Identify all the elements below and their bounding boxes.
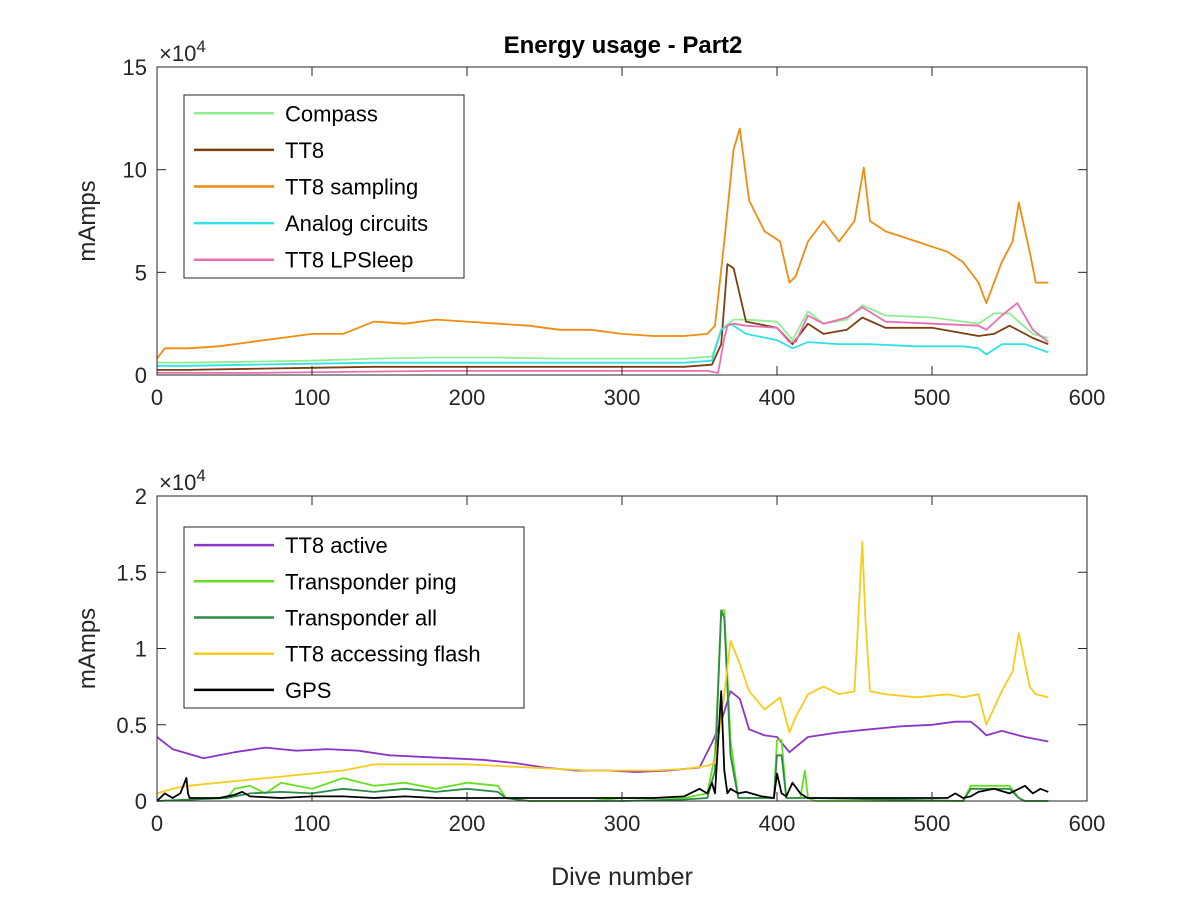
- legend: Compass TT8 TT8 sampling Analog circuits TT8…: [183, 94, 465, 279]
- legend-entry: TT8 LPSleep: [285, 248, 413, 273]
- y-axis-label: mAmps: [74, 180, 101, 261]
- x-axis-label: Dive number: [551, 863, 693, 891]
- y-tick-label: 1: [135, 637, 147, 662]
- y-tick-label: 5: [135, 260, 147, 285]
- series-line-tt8: [157, 263, 1049, 371]
- x-tick-label: 200: [449, 811, 486, 836]
- x-tick-label: 300: [604, 811, 641, 836]
- y-axis-multiplier: ×104: [159, 37, 206, 66]
- y-axis-multiplier: ×104: [159, 466, 206, 495]
- x-tick-label: 100: [294, 385, 331, 410]
- x-tick-label: 300: [604, 385, 641, 410]
- top-panel: 0 100 200 300 400 500 600 0 5 10 15 ×104 mAmps Compas…: [74, 37, 1105, 410]
- legend-entry: GPS: [285, 678, 331, 703]
- x-tick-label: 400: [759, 385, 796, 410]
- series-line-gps: [156, 690, 1049, 802]
- x-tick-label: 500: [914, 811, 951, 836]
- y-axis-exponent: 4: [196, 37, 205, 56]
- x-tick-label: 400: [759, 811, 796, 836]
- legend-entry: TT8 sampling: [285, 175, 418, 200]
- x-tick-label: 0: [151, 811, 163, 836]
- series-line-tt8-sampling: [156, 127, 1049, 360]
- y-tick-label: 0: [135, 789, 147, 814]
- x-tick-label: 600: [1069, 811, 1106, 836]
- legend-entry: Transponder ping: [285, 569, 457, 594]
- series-line-analog-circuits: [157, 322, 1049, 367]
- y-axis-exponent: 4: [196, 466, 205, 485]
- series-line-transponder-all: [156, 609, 1049, 802]
- legend-entry: TT8 accessing flash: [285, 642, 481, 667]
- y-tick-label: 15: [123, 55, 147, 80]
- legend-entry: Analog circuits: [285, 211, 428, 236]
- y-axis-label: mAmps: [74, 608, 101, 689]
- y-tick-label: 2: [135, 484, 147, 509]
- x-tick-label: 600: [1069, 385, 1106, 410]
- x-tick-label: 0: [151, 385, 163, 410]
- legend: TT8 active Transponder ping Transponder al…: [183, 526, 525, 709]
- y-tick-label: 0: [135, 363, 147, 388]
- legend-entry: TT8 active: [285, 533, 388, 558]
- chart-title: Energy usage - Part2: [504, 32, 743, 59]
- y-tick-label: 0.5: [116, 713, 147, 738]
- legend-entry: Transponder all: [285, 606, 437, 631]
- y-tick-label: 1.5: [116, 560, 147, 585]
- legend-entry: Compass: [285, 101, 378, 126]
- x-tick-label: 200: [449, 385, 486, 410]
- bottom-panel: 0 100 200 300 400 500 600 0 0.5 1 1.5 2 ×104 mAmps Div…: [74, 466, 1105, 891]
- legend-entry: TT8: [285, 138, 324, 163]
- x-tick-label: 100: [294, 811, 331, 836]
- series-line-tt8-active: [156, 690, 1049, 773]
- series-line-tt8-lpsleep: [157, 302, 1049, 374]
- y-tick-label: 10: [123, 158, 147, 183]
- series-line-tt8-accessing-flash: [156, 540, 1049, 795]
- x-tick-label: 500: [914, 385, 951, 410]
